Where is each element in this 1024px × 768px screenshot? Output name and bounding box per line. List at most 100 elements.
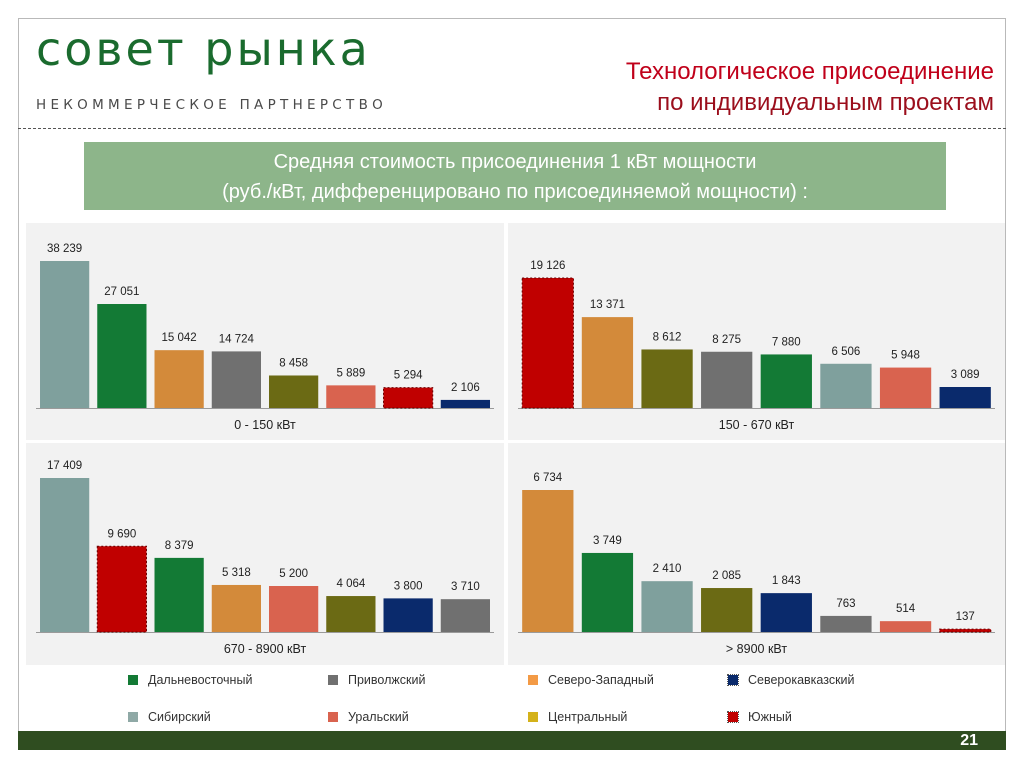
bar-Северокавказский [440, 399, 490, 408]
legend-item: Центральный [528, 710, 627, 724]
bar-value-label: 38 239 [47, 243, 82, 255]
chart-x-label: 670 - 8900 кВт [224, 642, 307, 656]
page-number: 21 [960, 732, 978, 749]
chart-0-svg: 38 239 27 051 15 042 14 724 8 458 5 889 5 294 2… [36, 243, 494, 432]
chart-3-svg: 6 734 3 749 2 410 2 085 1 843 763 514 137 > 8900… [518, 472, 995, 656]
footer-bar: 21 [18, 731, 1006, 750]
bar-value-label: 14 724 [219, 333, 255, 345]
legend-label: Северокавказский [748, 673, 855, 687]
bar-Уральский [326, 385, 376, 408]
chart-x-label: 0 - 150 кВт [234, 418, 296, 432]
legend-swatch [328, 675, 338, 685]
bar-Приволжский [211, 351, 261, 408]
bar-value-label: 9 690 [107, 528, 136, 540]
legend-swatch [128, 675, 138, 685]
bar-Северокавказский [939, 387, 991, 408]
legend-label: Дальневосточный [148, 673, 253, 687]
bar-Южный [383, 387, 434, 409]
bar-Северокавказский [760, 593, 812, 632]
bar-value-label: 763 [836, 598, 855, 610]
legend-item: Южный [727, 710, 792, 724]
bar-value-label: 3 710 [451, 581, 480, 593]
bar-Дальневосточный [154, 557, 204, 632]
bar-Уральский [879, 621, 932, 632]
bar-Сибирский [40, 478, 90, 632]
bar-Сибирский [641, 581, 693, 632]
legend-label: Южный [748, 710, 792, 724]
bar-value-label: 5 948 [891, 350, 920, 362]
legend-label: Северо-Западный [548, 673, 654, 687]
bar-value-label: 2 410 [653, 563, 682, 575]
bar-value-label: 17 409 [47, 460, 82, 472]
logo-title: совет рынка [36, 22, 371, 76]
legend-swatch [727, 674, 739, 686]
bar-Северо-Западный [522, 490, 574, 632]
bar-Приволжский [440, 599, 490, 632]
bar-value-label: 13 371 [590, 299, 625, 311]
bar-value-label: 137 [956, 611, 975, 623]
header-divider [18, 128, 1006, 129]
slide-title-line1: Технологическое присоединение [625, 58, 994, 85]
bar-Центральный [269, 375, 319, 408]
bar-value-label: 15 042 [162, 332, 197, 344]
bar-Центральный [701, 588, 753, 632]
bar-value-label: 3 749 [593, 535, 622, 547]
bar-Уральский [879, 367, 932, 408]
logo-subtitle: НЕКОММЕРЧЕСКОЕ ПАРТНЕРСТВО [36, 97, 388, 113]
bar-Южный [96, 545, 147, 633]
legend-label: Приволжский [348, 673, 426, 687]
bar-Приволжский [701, 351, 753, 408]
bar-value-label: 7 880 [772, 336, 801, 348]
legend-item: Северокавказский [727, 673, 855, 687]
bar-value-label: 8 612 [653, 331, 682, 343]
chart-x-label: 150 - 670 кВт [719, 418, 795, 432]
legend-item: Сибирский [128, 710, 211, 724]
bar-Уральский [269, 586, 319, 632]
bar-value-label: 6 734 [533, 472, 562, 484]
bar-Дальневосточный [760, 354, 812, 408]
bar-value-label: 1 843 [772, 575, 801, 587]
legend-item: Уральский [328, 710, 409, 724]
bar-Приволжский [820, 615, 872, 632]
chart-panel-2: 17 409 9 690 8 379 5 318 5 200 4 064 3 800 3 71… [26, 443, 504, 665]
bar-Северо-Западный [154, 350, 204, 408]
bar-Северо-Западный [211, 584, 261, 632]
bar-value-label: 5 294 [394, 370, 423, 382]
bar-value-label: 8 379 [165, 540, 194, 552]
chart-panel-0: 38 239 27 051 15 042 14 724 8 458 5 889 5 294 2… [26, 223, 504, 440]
bar-Северокавказский [383, 598, 433, 632]
chart-subtitle-line1: Средняя стоимость присоединения 1 кВт мо… [273, 151, 757, 173]
legend-swatch [727, 711, 739, 723]
legend-label: Сибирский [148, 710, 211, 724]
legend-swatch [528, 712, 538, 722]
bar-value-label: 19 126 [530, 260, 565, 272]
bar-value-label: 8 458 [279, 357, 308, 369]
bar-value-label: 514 [896, 603, 916, 615]
bar-value-label: 5 318 [222, 567, 251, 579]
slide-title: Технологическое присоединение по индивид… [434, 56, 994, 118]
legend-swatch [328, 712, 338, 722]
chart-subtitle-box: Средняя стоимость присоединения 1 кВт мо… [84, 142, 946, 210]
bar-value-label: 3 089 [951, 369, 980, 381]
chart-2-svg: 17 409 9 690 8 379 5 318 5 200 4 064 3 800 3 71… [36, 460, 494, 656]
chart-x-label: > 8900 кВт [726, 642, 787, 656]
legend-label: Центральный [548, 710, 628, 724]
bar-Сибирский [40, 261, 90, 408]
chart-panel-1: 19 126 13 371 8 612 8 275 7 880 6 506 5 948 3 0… [508, 223, 1005, 440]
bar-value-label: 3 800 [394, 580, 423, 592]
bar-Центральный [326, 596, 376, 632]
bar-Центральный [641, 349, 693, 408]
bar-Дальневосточный [581, 552, 634, 632]
legend-label: Уральский [348, 710, 409, 724]
bar-value-label: 6 506 [832, 346, 861, 358]
bar-value-label: 5 889 [336, 367, 365, 379]
bar-value-label: 4 064 [336, 578, 365, 590]
bar-Дальневосточный [97, 304, 147, 408]
legend-swatch [128, 712, 138, 722]
bar-value-label: 2 085 [712, 570, 741, 582]
bar-value-label: 8 275 [712, 334, 741, 346]
bar-value-label: 27 051 [104, 286, 139, 298]
bar-value-label: 2 106 [451, 382, 480, 394]
bar-Южный [521, 277, 574, 409]
legend-item: Северо-Западный [528, 673, 654, 687]
